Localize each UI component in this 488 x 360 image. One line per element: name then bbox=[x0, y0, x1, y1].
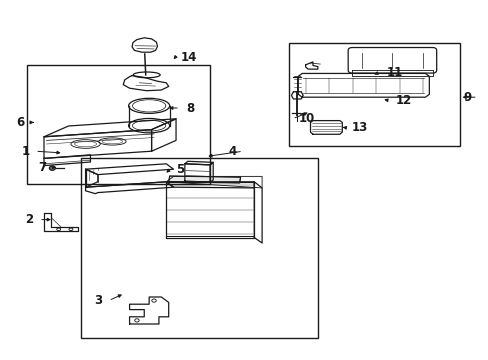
Text: 5: 5 bbox=[176, 163, 184, 176]
Text: 8: 8 bbox=[185, 102, 194, 114]
Text: 2: 2 bbox=[25, 213, 33, 226]
Bar bbox=[288, 43, 459, 146]
Text: 14: 14 bbox=[181, 51, 197, 64]
Text: 10: 10 bbox=[298, 112, 314, 125]
Text: 13: 13 bbox=[351, 121, 367, 134]
Bar bbox=[81, 158, 317, 338]
Text: 3: 3 bbox=[94, 294, 102, 307]
Text: 9: 9 bbox=[463, 91, 471, 104]
Text: 1: 1 bbox=[21, 145, 29, 158]
Text: 4: 4 bbox=[228, 145, 237, 158]
Text: 11: 11 bbox=[386, 66, 402, 78]
Text: 7: 7 bbox=[38, 161, 46, 174]
Bar bbox=[27, 65, 210, 184]
Text: 6: 6 bbox=[16, 116, 24, 129]
Polygon shape bbox=[168, 176, 240, 183]
Text: 12: 12 bbox=[395, 94, 411, 107]
